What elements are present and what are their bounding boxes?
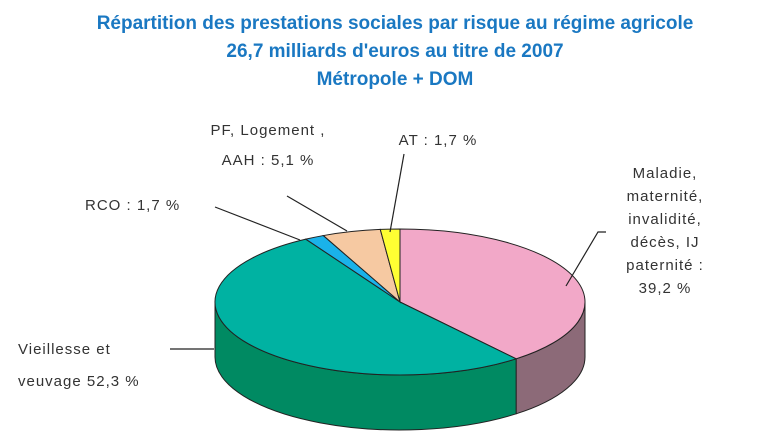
slice-label: décès, IJ bbox=[630, 234, 699, 251]
leader-line bbox=[286, 195, 348, 232]
slice-label: Vieillesse et bbox=[18, 341, 111, 358]
chart-subtitle: 26,7 milliards d'euros au titre de 2007 bbox=[226, 41, 563, 62]
slice-label: 39,2 % bbox=[639, 280, 692, 297]
pie-slice bbox=[399, 228, 586, 360]
leader-line bbox=[389, 153, 405, 233]
leader-line bbox=[214, 206, 301, 241]
slice-label: veuvage 52,3 % bbox=[18, 373, 140, 390]
slice-label: AAH : 5,1 % bbox=[222, 152, 315, 169]
slice-label: RCO : 1,7 % bbox=[85, 197, 180, 214]
pie-slice bbox=[214, 238, 518, 376]
slice-label: maternité, bbox=[627, 188, 704, 205]
leader-line bbox=[565, 231, 606, 287]
slice-label: Maladie, bbox=[633, 165, 698, 182]
chart-subtitle: Métropole + DOM bbox=[317, 69, 474, 90]
slice-label: paternité : bbox=[626, 257, 704, 274]
slice-label: PF, Logement , bbox=[211, 122, 326, 139]
slice-label: AT : 1,7 % bbox=[399, 132, 478, 149]
chart-title: Répartition des prestations sociales par… bbox=[97, 13, 694, 34]
slice-label: invalidité, bbox=[628, 211, 702, 228]
